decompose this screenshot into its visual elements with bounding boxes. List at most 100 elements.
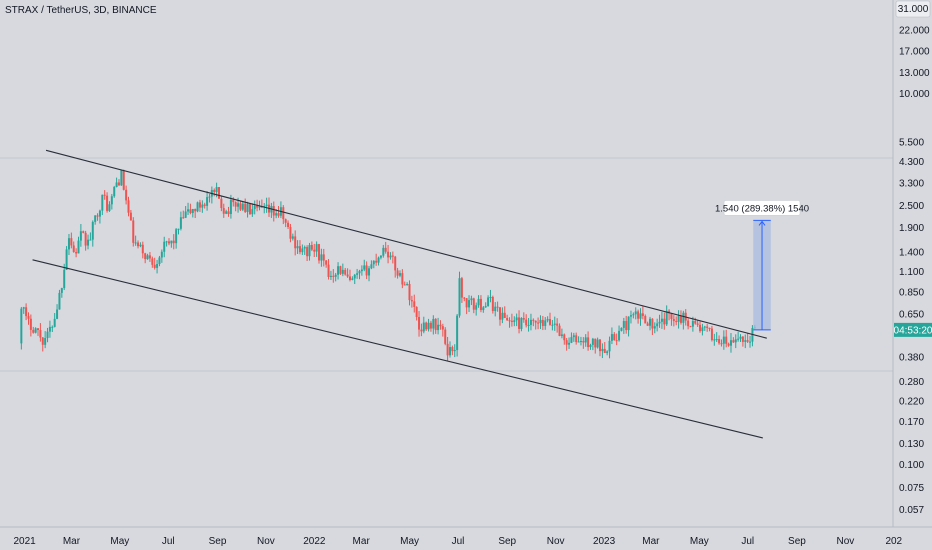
candle-body <box>639 313 642 319</box>
candle-body <box>79 231 82 241</box>
x-tick-label: Nov <box>547 536 565 547</box>
price-axis[interactable]: 31.000 22.000 17.000 13.000 10.000 5.500 4.30… <box>892 0 932 527</box>
candle-body <box>556 323 559 326</box>
candle-body <box>22 307 25 309</box>
candle-body <box>303 247 306 249</box>
top-right-button[interactable] <box>895 0 931 18</box>
candle-body <box>579 340 582 342</box>
candle-body <box>344 269 347 275</box>
candle-body <box>58 292 61 310</box>
candle-body <box>225 211 228 214</box>
candle-body <box>406 284 409 286</box>
candle-body <box>34 328 37 333</box>
candle-body <box>458 278 461 316</box>
candle-body <box>577 341 580 343</box>
candle-body <box>468 300 471 308</box>
candle-body <box>441 326 444 330</box>
candle-body <box>444 329 447 344</box>
candle-body <box>325 260 328 265</box>
candle-body <box>208 196 211 198</box>
candle-body <box>591 338 594 345</box>
candle-body <box>394 256 397 271</box>
candle-body <box>677 316 680 322</box>
candle-body <box>741 336 744 342</box>
candle-body <box>432 318 435 329</box>
candle-body <box>708 327 711 329</box>
y-tick-labels: 22.000 17.000 13.000 10.000 5.500 4.300 3.300 2… <box>899 26 930 517</box>
candle-body <box>213 189 216 193</box>
price-range-tool[interactable]: 1.540 (289.38%) 1540 <box>715 200 809 331</box>
chart-title: STRAX / TetherUS, 3D, BINANCE <box>5 5 157 16</box>
candle-body <box>113 187 116 197</box>
candle-body <box>746 340 749 342</box>
candle-body <box>384 247 387 252</box>
candle-body <box>301 248 304 253</box>
candle-body <box>489 296 492 298</box>
candle-body <box>70 238 73 246</box>
candle-body <box>127 200 130 213</box>
candle-body <box>475 305 478 310</box>
candle-body <box>125 189 128 201</box>
candle-body <box>272 206 275 216</box>
candle-body <box>346 274 349 277</box>
candle-body <box>372 260 375 265</box>
candle-body <box>687 320 690 327</box>
candle-body <box>572 335 575 338</box>
y-tick-label: 22.000 <box>899 26 930 37</box>
channel-layer[interactable] <box>32 149 767 439</box>
candle-body <box>725 336 728 344</box>
candle-body <box>117 182 120 186</box>
candle-body <box>196 202 199 212</box>
candle-body <box>263 206 266 208</box>
candle-body <box>148 255 151 259</box>
measure-label-box <box>723 200 801 216</box>
x-tick-labels: 2021 Mar May Jul Sep Nov 2022 Mar May Jul Sep Nov 20… <box>13 536 902 547</box>
candle-body <box>98 210 101 217</box>
candle-body <box>506 317 509 321</box>
candle-body <box>477 298 480 306</box>
candle-body <box>472 298 475 310</box>
candle-body <box>353 274 356 279</box>
candle-body <box>589 344 592 348</box>
candle-body <box>629 315 632 317</box>
candle-body <box>608 340 611 352</box>
last-price-tag: 04:53:20 <box>894 322 932 337</box>
candle-body <box>27 316 30 319</box>
candle-body <box>284 219 287 223</box>
candle-body <box>108 204 111 211</box>
candle-body <box>160 251 163 258</box>
time-axis[interactable]: 2021 Mar May Jul Sep Nov 2022 Mar May Jul Sep Nov 20… <box>0 526 932 547</box>
candle-body <box>670 313 673 319</box>
candle-body <box>103 194 106 196</box>
candle-body <box>518 317 521 329</box>
candle-body <box>115 182 118 188</box>
candle-body <box>151 258 154 265</box>
candle-body <box>715 339 718 341</box>
y-tick-label: 0.057 <box>899 505 924 516</box>
candle-body <box>587 337 590 348</box>
candle-body <box>487 297 490 307</box>
candle-body <box>379 255 382 258</box>
candle-body <box>87 239 90 246</box>
candle-body <box>156 264 159 268</box>
candle-body <box>282 207 285 220</box>
candle-body <box>198 202 201 208</box>
x-tick-label: Nov <box>257 536 275 547</box>
candle-body <box>332 275 335 277</box>
candle-body <box>32 329 35 333</box>
candle-body <box>129 212 132 221</box>
candle-body <box>408 284 411 301</box>
candle-body <box>546 319 549 321</box>
candle-body <box>377 257 380 263</box>
candle-body <box>187 209 190 212</box>
candle-body <box>615 340 618 342</box>
candle-body <box>163 241 166 252</box>
candle-body <box>491 296 494 312</box>
candle-body <box>363 265 366 270</box>
candle-body <box>122 170 125 190</box>
candle-body <box>418 317 421 330</box>
candle-body <box>425 322 428 330</box>
candle-body <box>660 318 663 322</box>
candle-body <box>539 319 542 324</box>
